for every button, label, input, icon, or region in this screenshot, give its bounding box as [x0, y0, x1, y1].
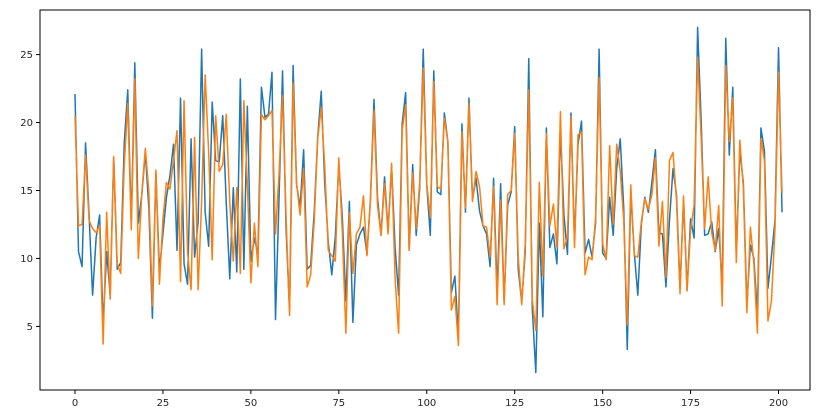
y-tick-label: 10 [20, 254, 33, 265]
y-tick-label: 15 [20, 186, 33, 197]
y-tick-label: 5 [27, 322, 33, 333]
x-tick-label: 75 [332, 398, 345, 409]
x-tick-label: 200 [769, 398, 788, 409]
x-tick-label: 25 [157, 398, 170, 409]
x-tick-label: 100 [417, 398, 436, 409]
x-tick-label: 0 [72, 398, 78, 409]
y-axis: 5 10 15 20 25 [20, 50, 40, 333]
x-tick-label: 50 [245, 398, 258, 409]
x-axis: 0 25 50 75 100 125 150 175 200 [72, 390, 788, 409]
series-line-2 [74, 56, 783, 347]
x-tick-label: 175 [681, 398, 700, 409]
x-tick-label: 150 [593, 398, 612, 409]
y-tick-label: 20 [20, 118, 33, 129]
plot-area [40, 10, 810, 390]
series-layer [74, 26, 783, 374]
y-tick-label: 25 [20, 50, 33, 61]
plot-frame [39, 9, 811, 391]
x-tick-label: 125 [505, 398, 524, 409]
